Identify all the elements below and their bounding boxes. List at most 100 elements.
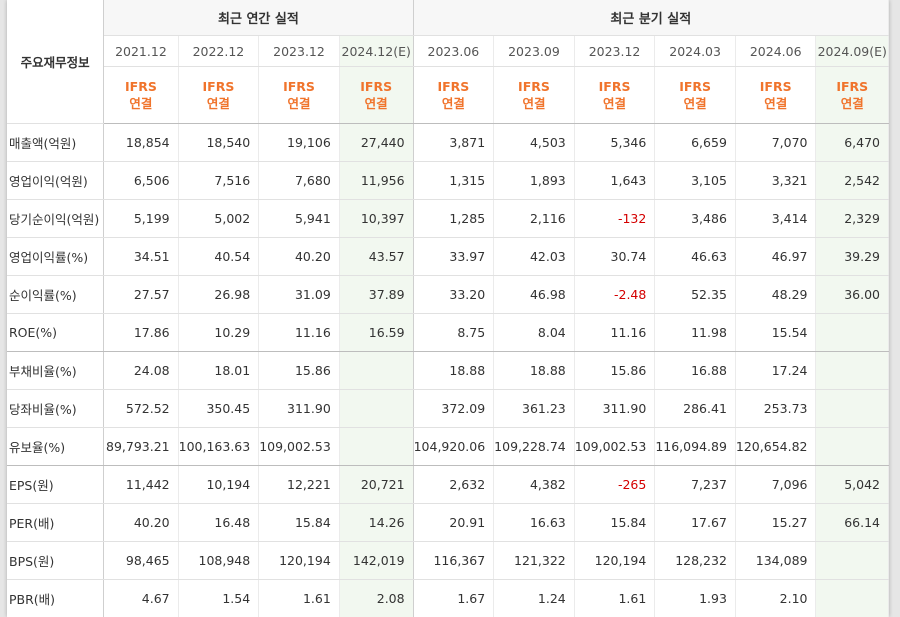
table-cell: 120,194 — [574, 541, 656, 580]
table-cell — [815, 579, 889, 617]
ifrs-standard-text: IFRS — [679, 79, 712, 94]
table-cell: 1,285 — [413, 199, 495, 238]
consolidated-text: 연결 — [364, 96, 388, 111]
row-label: 매출액(억원) — [7, 123, 105, 162]
table-cell: 11.16 — [258, 313, 340, 352]
table-cell: 36.00 — [815, 275, 889, 314]
table-cell: 2.10 — [735, 579, 817, 617]
ifrs-standard-text: IFRS — [437, 79, 470, 94]
ifrs-header-row: IFRS 연결 IFRS 연결 IFRS 연결 IFRS 연결 IFRS 연결 IFRS 연결 IFRS… — [7, 66, 889, 124]
table-cell: 15.54 — [735, 313, 817, 352]
table-cell: -132 — [574, 199, 656, 238]
row-label: 당좌비율(%) — [7, 389, 105, 428]
table-cell: 7,096 — [735, 465, 817, 504]
table-cell: 89,793.21 — [103, 427, 179, 466]
table-cell: 572.52 — [103, 389, 179, 428]
table-cell: 350.45 — [178, 389, 260, 428]
table-cell: 286.41 — [654, 389, 736, 428]
table-row: ROE(%) 17.86 10.29 11.16 16.59 8.75 8.04 11.16 1… — [7, 313, 889, 352]
table-cell: 109,002.53 — [574, 427, 656, 466]
row-label: BPS(원) — [7, 541, 105, 580]
table-cell: 98,465 — [103, 541, 179, 580]
row-label: ROE(%) — [7, 313, 105, 352]
table-cell: 5,346 — [574, 123, 656, 162]
table-cell: 26.98 — [178, 275, 260, 314]
table-cell: 7,516 — [178, 161, 260, 200]
table-cell: 134,089 — [735, 541, 817, 580]
table-cell: 142,019 — [339, 541, 414, 580]
ifrs-standard-text: IFRS — [202, 79, 235, 94]
table-cell: 3,486 — [654, 199, 736, 238]
table-cell: 4.67 — [103, 579, 179, 617]
table-cell: 3,871 — [413, 123, 495, 162]
table-cell: 18,854 — [103, 123, 179, 162]
table-cell: 361.23 — [493, 389, 575, 428]
table-cell: 116,367 — [413, 541, 495, 580]
table-cell: 17.67 — [654, 503, 736, 542]
ifrs-label: IFRS 연결 — [339, 66, 414, 124]
table-cell: 27.57 — [103, 275, 179, 314]
table-row: EPS(원) 11,442 10,194 12,221 20,721 2,632 4,382… — [7, 465, 889, 504]
table-cell: 16.63 — [493, 503, 575, 542]
table-cell: 4,382 — [493, 465, 575, 504]
table-cell: 2,329 — [815, 199, 889, 238]
table-cell: 5,042 — [815, 465, 889, 504]
table-cell: 2,632 — [413, 465, 495, 504]
financial-summary-table: 주요재무정보 최근 연간 실적 최근 분기 실적 2021.12 2022.12 2… — [7, 0, 889, 617]
consolidated-text: 연결 — [206, 96, 230, 111]
table-cell: 24.08 — [103, 351, 179, 390]
ifrs-standard-text: IFRS — [518, 79, 550, 94]
table-row: 당기순이익(억원) 5,199 5,002 5,941 10,397 1,285 2,116… — [7, 199, 889, 238]
table-cell: 14.26 — [339, 503, 414, 542]
ifrs-standard-text: IFRS — [759, 79, 792, 94]
consolidated-text: 연결 — [129, 96, 153, 111]
table-row: 순이익률(%) 27.57 26.98 31.09 37.89 33.20 46.98 -2.… — [7, 275, 889, 314]
row-label: 영업이익(억원) — [7, 161, 105, 200]
table-cell: -2.48 — [574, 275, 656, 314]
table-row: PER(배) 40.20 16.48 15.84 14.26 20.91 16.63 15.8… — [7, 503, 889, 542]
table-cell: 46.97 — [735, 237, 817, 276]
table-row: 유보율(%) 89,793.21 100,163.63 109,002.53 104,9… — [7, 427, 889, 466]
table-cell: 40.54 — [178, 237, 260, 276]
table-row: 부채비율(%) 24.08 18.01 15.86 18.88 18.88 15.86 16.… — [7, 351, 889, 390]
ifrs-label: IFRS 연결 — [413, 66, 495, 124]
table-cell: 5,941 — [258, 199, 340, 238]
table-row: 영업이익률(%) 34.51 40.54 40.20 43.57 33.97 42.03 30… — [7, 237, 889, 276]
table-cell: 1,893 — [493, 161, 575, 200]
table-cell: 48.29 — [735, 275, 817, 314]
table-cell: 2,116 — [493, 199, 575, 238]
table-cell: 3,414 — [735, 199, 817, 238]
table-cell: 46.63 — [654, 237, 736, 276]
table-cell: 10,397 — [339, 199, 414, 238]
corner-label: 주요재무정보 — [7, 0, 105, 124]
table-cell: 372.09 — [413, 389, 495, 428]
period-header: 2023.12 — [574, 35, 656, 67]
table-row: PBR(배) 4.67 1.54 1.61 2.08 1.67 1.24 1.61 1.93 2.… — [7, 579, 889, 617]
period-header: 2021.12 — [103, 35, 179, 67]
table-row: 당좌비율(%) 572.52 350.45 311.90 372.09 361.23 311… — [7, 389, 889, 428]
ifrs-standard-text: IFRS — [360, 79, 393, 94]
ifrs-label: IFRS 연결 — [735, 66, 817, 124]
table-cell: 1.67 — [413, 579, 495, 617]
table-cell: 1,643 — [574, 161, 656, 200]
table-cell: 18.88 — [493, 351, 575, 390]
table-cell: 7,680 — [258, 161, 340, 200]
table-cell: 109,002.53 — [258, 427, 340, 466]
table-cell: 121,322 — [493, 541, 575, 580]
table-cell: 11,442 — [103, 465, 179, 504]
table-cell: 18.01 — [178, 351, 260, 390]
table-row: BPS(원) 98,465 108,948 120,194 142,019 116,367… — [7, 541, 889, 580]
consolidated-text: 연결 — [764, 96, 788, 111]
table-cell: 18,540 — [178, 123, 260, 162]
table-cell: 8.04 — [493, 313, 575, 352]
table-cell: 40.20 — [258, 237, 340, 276]
table-cell: 11,956 — [339, 161, 414, 200]
row-label: PER(배) — [7, 503, 105, 542]
table-cell: 17.86 — [103, 313, 179, 352]
table-cell: 30.74 — [574, 237, 656, 276]
table-cell: 39.29 — [815, 237, 889, 276]
row-label: 당기순이익(억원) — [7, 199, 105, 238]
ifrs-label: IFRS 연결 — [493, 66, 575, 124]
table-cell: 2.08 — [339, 579, 414, 617]
